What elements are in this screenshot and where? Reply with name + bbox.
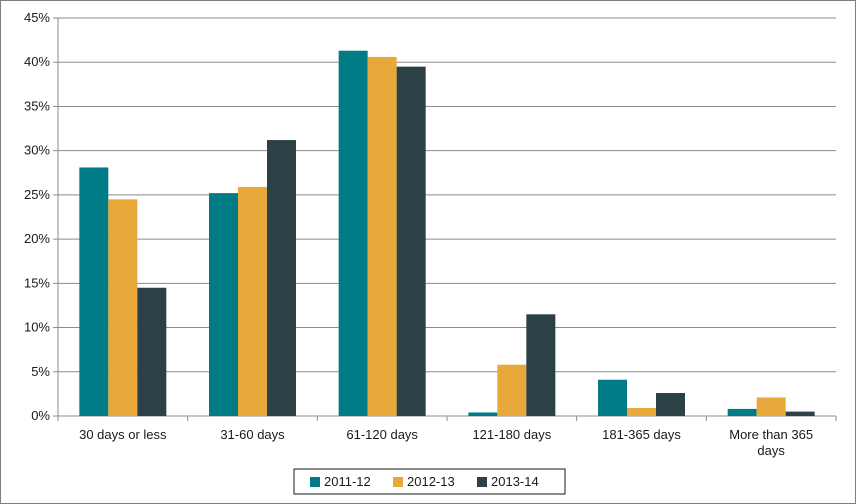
y-tick-label: 15% — [24, 275, 50, 290]
bar-2011-12-4 — [598, 379, 627, 416]
bar-2013-14-4 — [656, 393, 685, 416]
legend-box — [293, 468, 566, 495]
bar-2011-12-5 — [727, 408, 757, 416]
x-tick-label: 121-180 days — [472, 427, 551, 442]
bar-2012-13-3 — [497, 364, 527, 416]
y-tick-label: 25% — [24, 187, 50, 202]
bar-2013-14-5 — [785, 411, 815, 416]
x-tick-label: days — [757, 443, 785, 458]
legend-label: 2012-13 — [407, 474, 455, 489]
legend-swatch — [393, 477, 403, 487]
bar-2011-12-3 — [468, 412, 498, 416]
x-tick-label: 31-60 days — [220, 427, 285, 442]
bar-2011-12-1 — [209, 193, 238, 416]
y-tick-label: 20% — [24, 231, 50, 246]
y-tick-label: 0% — [31, 408, 50, 423]
legend-label: 2011-12 — [324, 474, 371, 489]
x-tick-label: 181-365 days — [602, 427, 681, 442]
y-tick-label: 45% — [24, 10, 50, 25]
bar-2012-13-0 — [108, 199, 138, 416]
bar-2013-14-2 — [396, 66, 426, 417]
y-tick-label: 30% — [24, 143, 50, 158]
bar-2012-13-2 — [367, 56, 397, 416]
x-tick-label: 30 days or less — [79, 427, 167, 442]
y-tick-label: 40% — [24, 54, 50, 69]
y-tick-label: 5% — [31, 364, 50, 379]
y-tick-label: 10% — [24, 320, 50, 335]
bar-2013-14-1 — [267, 140, 296, 416]
legend-swatch — [310, 477, 320, 487]
bar-2013-14-0 — [137, 287, 167, 416]
x-tick-label: 61-120 days — [346, 427, 418, 442]
bar-2012-13-4 — [627, 408, 656, 416]
y-tick-label: 35% — [24, 98, 50, 113]
x-tick-label: More than 365 — [729, 427, 813, 442]
bar-2011-12-0 — [79, 167, 109, 416]
bar-2013-14-3 — [526, 314, 556, 416]
bar-2011-12-2 — [338, 50, 368, 416]
bar-2012-13-1 — [238, 186, 267, 416]
legend-swatch — [477, 477, 487, 487]
bar-2012-13-5 — [756, 397, 786, 416]
legend-label: 2013-14 — [491, 474, 539, 489]
